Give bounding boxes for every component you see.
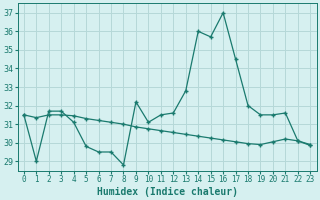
- X-axis label: Humidex (Indice chaleur): Humidex (Indice chaleur): [97, 186, 237, 197]
